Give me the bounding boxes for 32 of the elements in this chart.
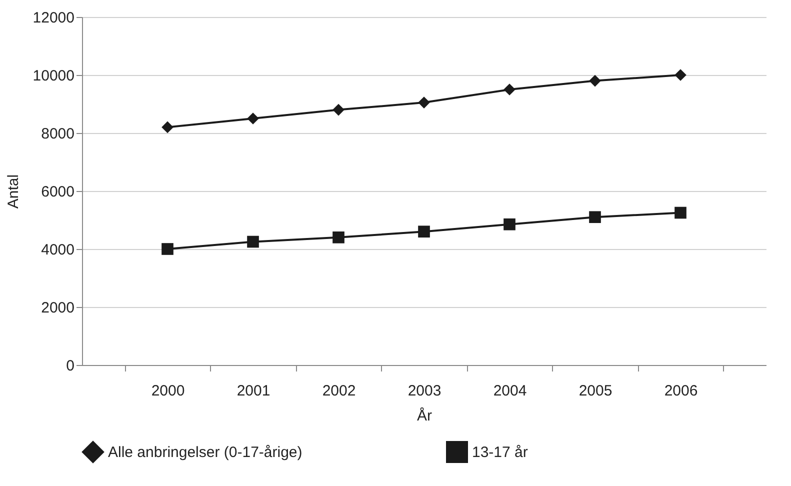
y-tick-label: 0 <box>66 358 74 374</box>
legend-label: Alle anbringelser (0-17-årige) <box>108 444 302 461</box>
y-tick-label: 4000 <box>41 242 74 258</box>
y-tick-label: 6000 <box>41 184 74 200</box>
x-tick-label: 2000 <box>151 382 185 400</box>
point <box>504 84 516 96</box>
point <box>418 96 430 108</box>
x-tick-label: 2003 <box>408 382 442 400</box>
x-tick-label: 2006 <box>664 382 698 400</box>
x-tick-label: 2001 <box>236 382 270 400</box>
x-tick-label: 2005 <box>578 382 612 400</box>
point <box>504 218 516 230</box>
x-axis-title: År <box>417 406 432 424</box>
point <box>247 236 259 248</box>
y-tick-label: 10000 <box>32 68 74 84</box>
point <box>162 121 174 134</box>
point <box>247 112 259 124</box>
y-tick-label: 12000 <box>32 10 74 26</box>
point <box>674 206 686 219</box>
y-axis-title: Antal <box>4 174 22 209</box>
point <box>589 211 601 224</box>
x-tick-label: 2002 <box>322 382 356 400</box>
point <box>589 74 601 87</box>
y-tick-label: 8000 <box>41 126 74 142</box>
point <box>674 69 686 81</box>
point <box>418 226 430 238</box>
point <box>332 231 344 244</box>
legend-label: 13-17 år <box>472 444 528 461</box>
point <box>332 104 344 116</box>
y-tick-label: 2000 <box>41 300 74 316</box>
point <box>162 243 174 255</box>
x-tick-label: 2004 <box>493 382 527 400</box>
